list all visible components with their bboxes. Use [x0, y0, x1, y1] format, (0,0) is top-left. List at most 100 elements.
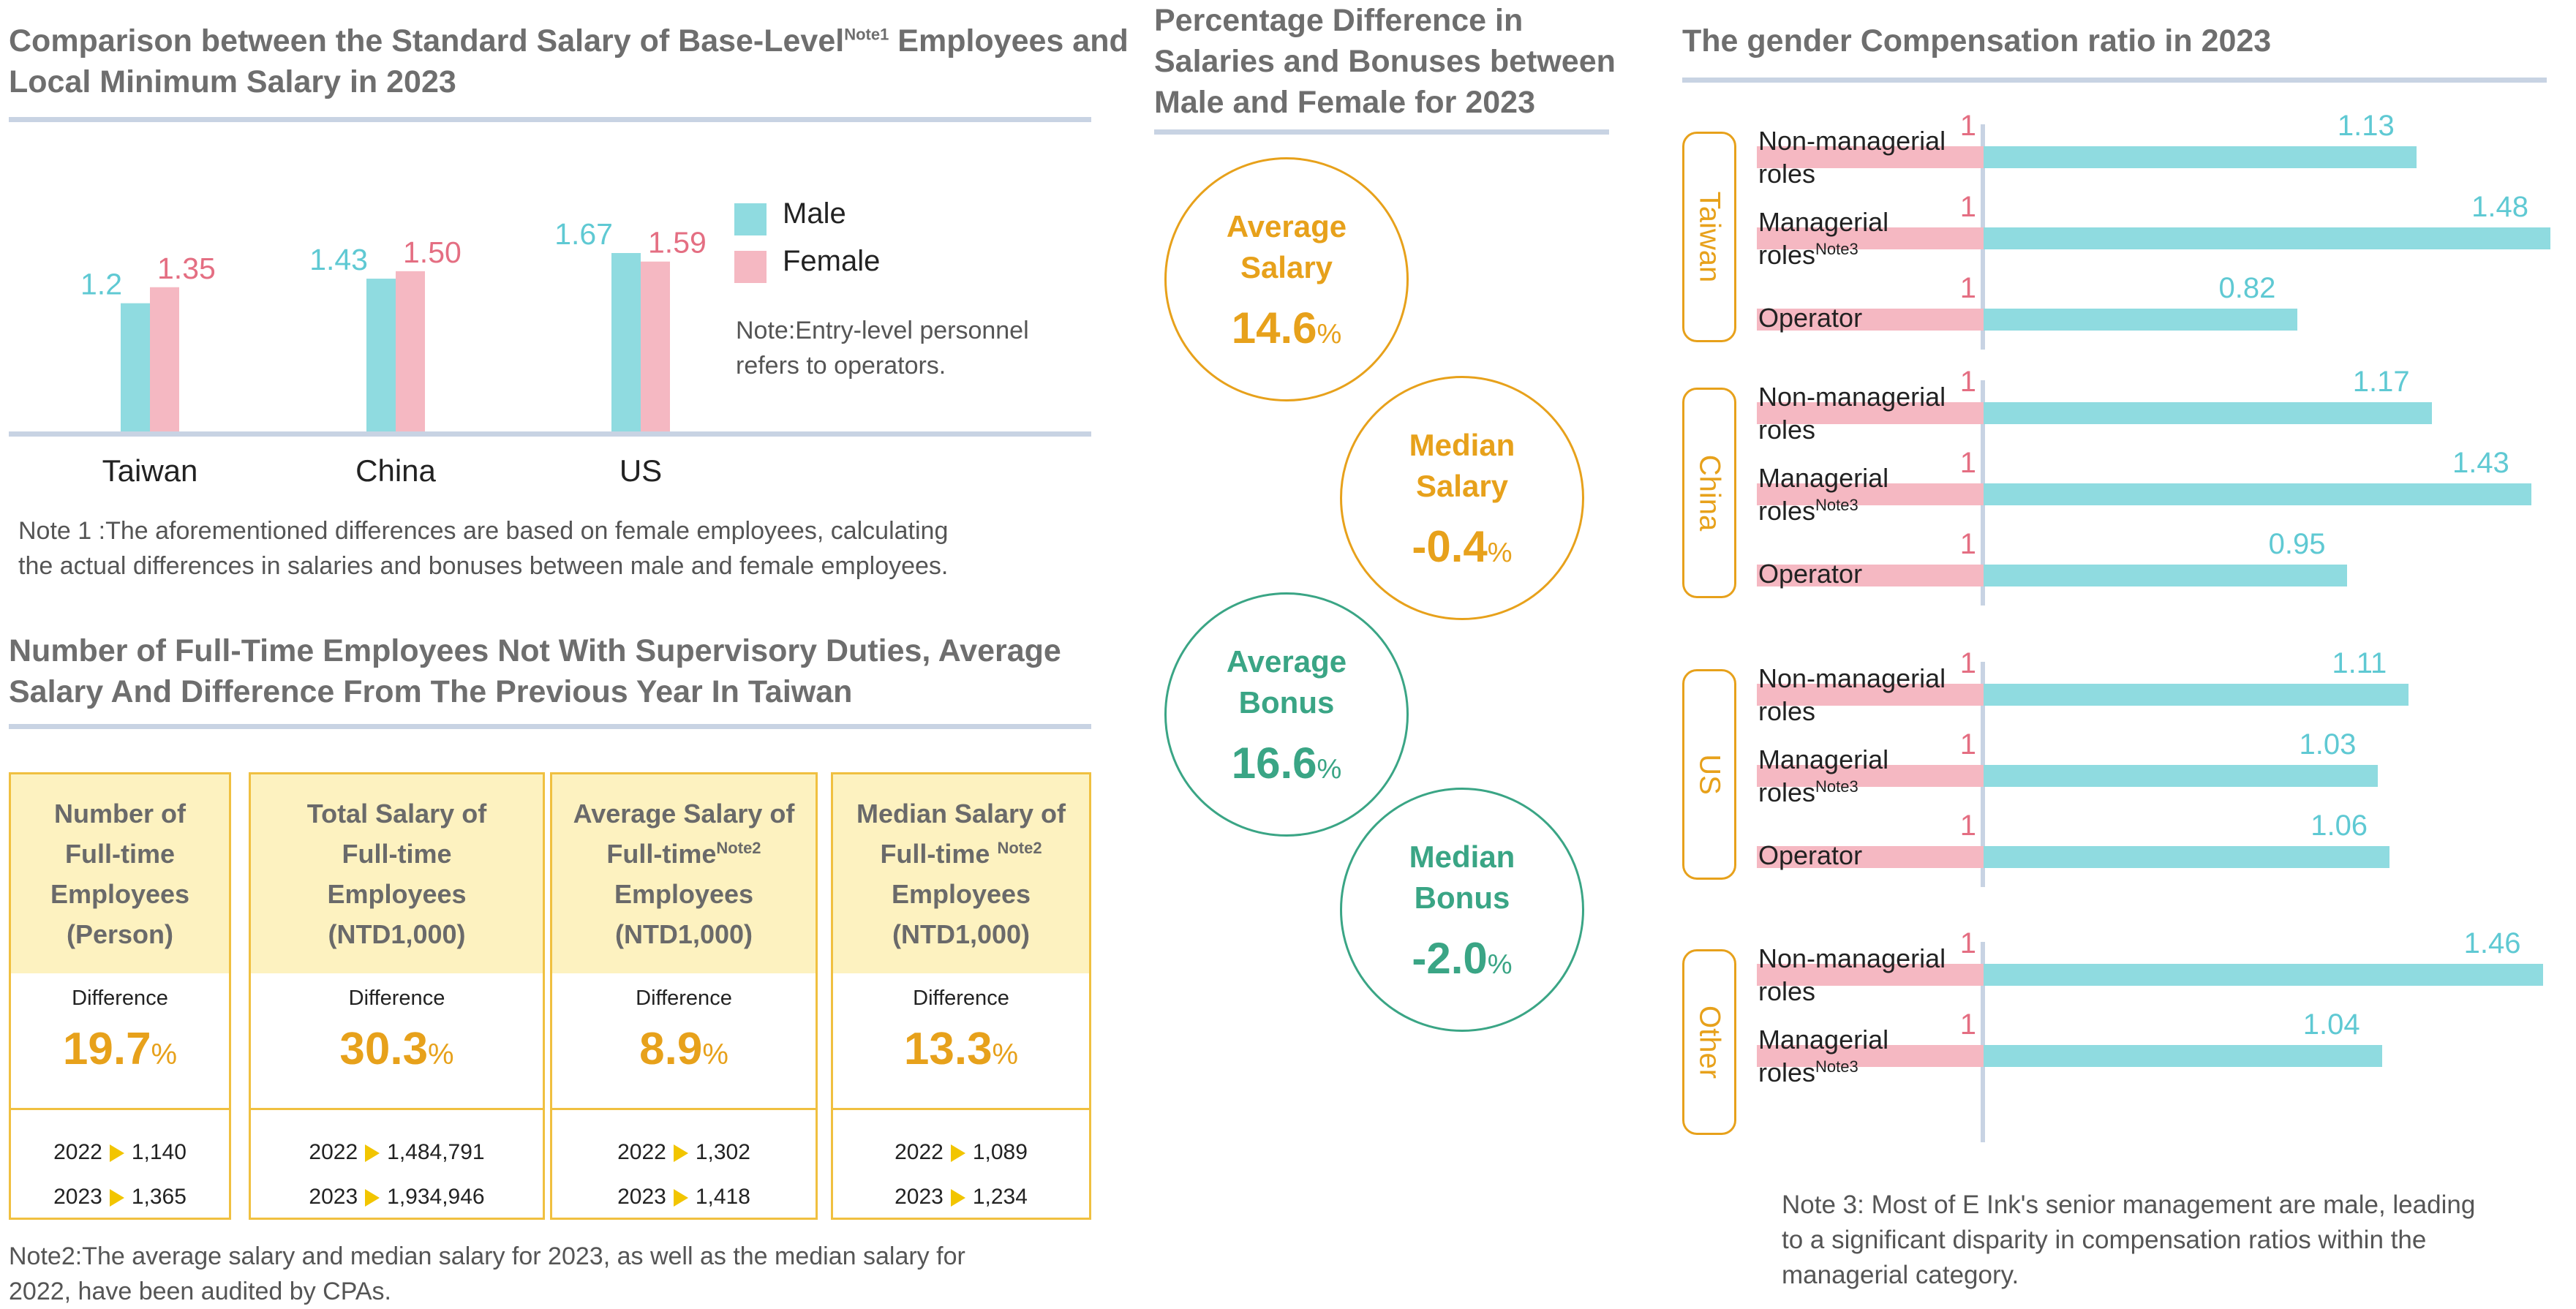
- bar-female: [1757, 565, 1984, 586]
- note-2: Note2:The average salary and median sala…: [9, 1242, 965, 1305]
- card-number-of-employees: Number of Full-time Employees (Person) Diff…: [9, 772, 231, 1220]
- bar-male-us: [611, 253, 641, 431]
- bar-value-label: 1.59: [648, 226, 707, 260]
- male-ratio-label: 1.11: [2332, 647, 2387, 679]
- bar-female: [1757, 765, 1984, 787]
- region-label: Taiwan: [1693, 191, 1726, 283]
- difference-label: Difference: [348, 987, 445, 1010]
- triangle-icon: [950, 1144, 965, 1163]
- region-taiwan-pill: Taiwan: [1682, 132, 1736, 342]
- bar-value-label: 1.50: [403, 235, 462, 269]
- card-average-salary: Average Salary of Full-timeNote2 Employees…: [550, 772, 818, 1220]
- bar-male: [1984, 684, 2409, 706]
- bar-chart-title: Comparison between the Standard Salary o…: [9, 23, 1129, 99]
- legend-female-label: Female: [783, 245, 881, 277]
- category-label: China: [355, 453, 436, 488]
- row-label: Managerial rolesNote3: [1758, 463, 1889, 526]
- circle-average-salary: Average Salary 14.6%: [1164, 157, 1409, 401]
- region-label: China: [1693, 454, 1726, 532]
- difference-value: 19.7%: [62, 1024, 178, 1074]
- bar-value-label: 1.35: [157, 252, 216, 285]
- triangle-icon: [673, 1189, 688, 1207]
- entry-level-note: Note:Entry-level personnel refers to ope…: [736, 317, 1029, 380]
- ratio-chart-title-rule: [1682, 78, 2547, 83]
- region-china-pill: China: [1682, 388, 1736, 598]
- row-label: Managerial rolesNote3: [1758, 207, 1889, 270]
- bar-male: [1984, 846, 2390, 868]
- row-label: Non-managerial roles: [1758, 663, 1946, 726]
- legend-female-swatch: [734, 251, 767, 283]
- year-row-2023: 2023 1,365: [53, 1185, 187, 1209]
- triangle-icon: [950, 1189, 965, 1207]
- card-total-salary: Total Salary of Full-time Employees (NTD1,0…: [249, 772, 545, 1220]
- region-label: Other: [1693, 1005, 1726, 1079]
- bar-male-taiwan: [121, 303, 150, 431]
- male-ratio-label: 0.82: [2218, 272, 2276, 304]
- note-1: Note 1 :The aforementioned differences a…: [18, 517, 949, 580]
- x-axis-line: [9, 431, 1091, 437]
- category-label: US: [619, 453, 662, 488]
- year-row-2022: 2022 1,140: [53, 1140, 187, 1164]
- bar-female: [1757, 309, 1984, 331]
- bar-female: [1757, 846, 1984, 868]
- bar-female: [1757, 227, 1984, 249]
- triangle-icon: [365, 1144, 380, 1163]
- region-other-pill: Other: [1682, 949, 1736, 1135]
- bar-male: [1984, 483, 2531, 505]
- bar-female: [1757, 964, 1984, 986]
- ratio-chart-title: The gender Compensation ratio in 2023: [1682, 23, 2272, 59]
- male-ratio-label: 1.13: [2337, 110, 2395, 142]
- bar-value-label: 1.43: [309, 243, 368, 276]
- male-ratio-label: 1.04: [2302, 1008, 2360, 1041]
- row-label: Operator: [1758, 303, 1863, 333]
- year-row-2023: 2023 1,934,946: [309, 1185, 485, 1209]
- row-label: Operator: [1758, 840, 1863, 870]
- year-row-2022: 2022 1,302: [617, 1140, 750, 1164]
- male-ratio-label: 1.48: [2471, 191, 2528, 223]
- female-ratio-label: 1: [1959, 272, 1976, 304]
- region-label: US: [1693, 754, 1726, 795]
- male-ratio-label: 0.95: [2268, 528, 2326, 560]
- female-ratio-label: 1: [1959, 1008, 1976, 1041]
- card-header: Average Salary of Full-timeNote2 Employees…: [552, 774, 816, 973]
- year-row-2023: 2023 1,418: [617, 1185, 750, 1209]
- row-label: Non-managerial roles: [1758, 382, 1946, 445]
- row-label: Managerial rolesNote3: [1758, 744, 1889, 807]
- female-ratio-label: 1: [1959, 447, 1976, 479]
- row-label: Managerial rolesNote3: [1758, 1025, 1889, 1087]
- row-label: Operator: [1758, 559, 1863, 589]
- group-axis-line: [1981, 942, 1985, 1142]
- bar-male: [1984, 565, 2348, 586]
- triangle-icon: [365, 1189, 380, 1207]
- triangle-icon: [109, 1189, 124, 1207]
- legend-male-label: Male: [783, 197, 846, 230]
- triangle-icon: [109, 1144, 124, 1163]
- salary-bar-chart: 1.2 1.35 Taiwan 1.43 1.50 China 1.67 1.59 US: [9, 217, 1091, 488]
- title-note-sup: Note1: [844, 25, 889, 44]
- middle-title: Percentage Difference in Salaries and Bo…: [1154, 3, 1616, 120]
- bar-male: [1984, 309, 2298, 331]
- male-ratio-label: 1.46: [2463, 927, 2521, 959]
- bar-male: [1984, 227, 2550, 249]
- card-divider: [833, 1108, 1089, 1110]
- bar-male: [1984, 765, 2379, 787]
- difference-value: 8.9%: [639, 1024, 728, 1074]
- male-ratio-label: 1.43: [2452, 447, 2509, 479]
- bar-female: [1757, 1045, 1984, 1067]
- note-3: Note 3: Most of E Ink's senior managemen…: [1782, 1191, 2476, 1289]
- bar-male: [1984, 402, 2432, 424]
- female-ratio-label: 1: [1959, 810, 1976, 842]
- difference-label: Difference: [636, 987, 732, 1010]
- female-ratio-label: 1: [1959, 366, 1976, 398]
- card-median-salary: Median Salary of Full-time Note2 Employees…: [831, 772, 1091, 1220]
- section2-title: Number of Full-Time Employees Not With S…: [9, 633, 1061, 709]
- row-label: Non-managerial roles: [1758, 126, 1946, 189]
- bar-value-label: 1.2: [80, 268, 122, 301]
- section2-rule: [9, 724, 1091, 729]
- female-ratio-label: 1: [1959, 728, 1976, 761]
- bar-male: [1984, 146, 2417, 168]
- bar-male: [1984, 1045, 2382, 1067]
- year-row-2022: 2022 1,484,791: [309, 1140, 485, 1164]
- year-row-2022: 2022 1,089: [895, 1140, 1028, 1164]
